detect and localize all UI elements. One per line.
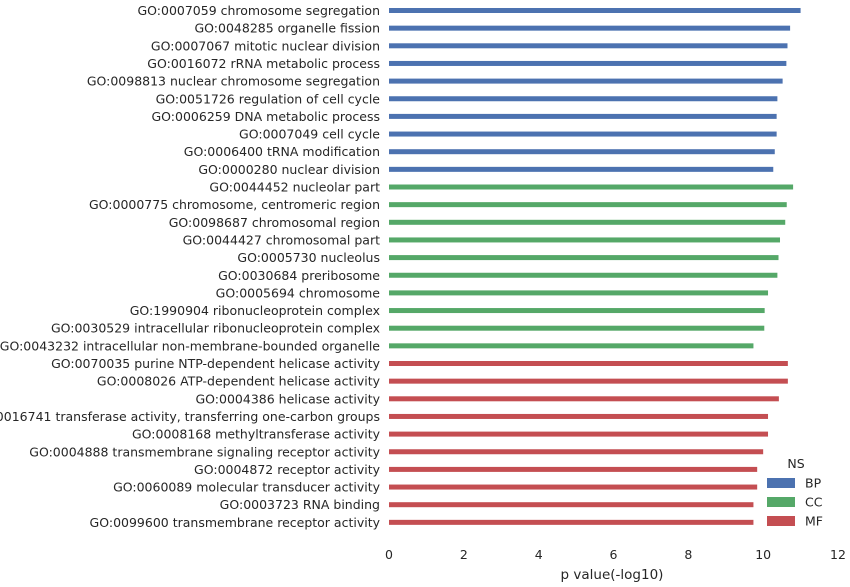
category-label: GO:0004386 helicase activity [195,391,380,406]
category-label: GO:0030529 intracellular ribonucleoprote… [51,321,380,336]
category-label: GO:0051726 regulation of cell cycle [156,91,381,106]
category-label: GO:0043232 intracellular non-membrane-bo… [0,338,380,353]
category-label: GO:0006259 DNA metabolic process [152,109,381,124]
bar-mf [389,502,754,508]
legend-title: NS [787,456,804,471]
x-axis-title: p value(-log10) [561,567,664,583]
bar-cc [389,219,786,225]
bar-bp [389,78,783,84]
category-label: GO:0008026 ATP-dependent helicase activi… [97,374,381,389]
bar-mf [389,361,788,366]
x-tick-label: 4 [535,547,543,562]
legend-swatch-bp [767,478,795,488]
bar-bp [389,60,787,66]
legend-label-cc: CC [805,495,823,510]
category-label: GO:0005694 chromosome [216,285,381,300]
legend: NS BP CC MF [767,456,823,529]
bar-cc [389,325,765,331]
bar-cc [389,202,787,208]
bar-bp [389,96,778,102]
category-label: GO:0000775 chromosome, centromeric regio… [89,197,380,212]
x-tick-label: 2 [460,547,468,562]
category-label: GO:0000280 nuclear division [198,162,380,177]
category-label: GO:0016741 transferase activity, transfe… [0,409,380,424]
category-label: GO:0070035 purine NTP-dependent helicase… [51,356,381,371]
bar-bp [389,149,775,155]
category-labels: GO:0007059 chromosome segregation GO:0048… [0,3,381,530]
category-label: GO:0004872 receptor activity [194,462,381,477]
category-label: GO:0044452 nucleolar part [209,180,380,195]
legend-label-mf: MF [805,514,823,529]
bar-mf [389,413,769,419]
bar-mf [389,466,758,472]
bar-bp [389,43,788,49]
legend-swatch-cc [767,497,795,507]
bar-cc [389,184,794,190]
category-label: GO:0098813 nuclear chromosome segregatio… [87,74,380,89]
category-label: GO:0004888 transmembrane signaling recep… [29,444,380,459]
bar-cc [389,290,769,296]
category-label: GO:0060089 molecular transducer activity [113,480,381,495]
category-label: GO:0099600 transmembrane receptor activi… [90,515,381,530]
x-tick-label: 6 [610,547,618,562]
category-label: GO:0007067 mitotic nuclear division [151,38,380,53]
category-label: GO:0044427 chromosomal part [183,232,380,247]
bar-cc [389,308,765,314]
category-label: GO:0007059 chromosome segregation [137,3,380,18]
x-tick-label: 0 [385,547,393,562]
bars-layer [389,8,801,525]
x-axis-ticks: 0 2 4 6 8 10 12 [385,547,846,562]
bar-mf [389,431,769,437]
category-label: GO:0098687 chromosomal region [169,215,380,230]
bar-bp [389,8,801,13]
legend-entries: BP CC MF [767,476,823,529]
legend-swatch-mf [767,516,795,526]
x-tick-label: 12 [830,547,846,562]
category-label: GO:0016072 rRNA metabolic process [147,56,380,71]
bar-mf [389,519,754,525]
category-label: GO:0048285 organelle fission [195,21,381,36]
bar-bp [389,166,774,172]
x-tick-label: 8 [684,547,692,562]
category-label: GO:1990904 ribonucleoprotein complex [130,303,380,318]
x-tick-label: 10 [755,547,771,562]
legend-label-bp: BP [805,476,822,491]
category-label: GO:0005730 nucleolus [237,250,380,265]
category-label: GO:0003723 RNA binding [220,497,380,512]
bar-mf [389,449,764,455]
category-label: GO:0008168 methyltransferase activity [132,427,381,442]
bar-bp [389,113,777,119]
bar-bp [389,131,777,137]
bar-bp [389,25,791,31]
bar-cc [389,237,781,243]
bar-cc [389,272,778,278]
bar-cc [389,255,779,261]
bar-mf [389,396,779,402]
category-label: GO:0007049 cell cycle [239,127,380,142]
category-label: GO:0006400 tRNA modification [184,144,380,159]
bar-cc [389,343,754,349]
bar-mf [389,484,758,490]
bar-mf [389,378,788,384]
category-label: GO:0030684 preribosome [218,268,380,283]
